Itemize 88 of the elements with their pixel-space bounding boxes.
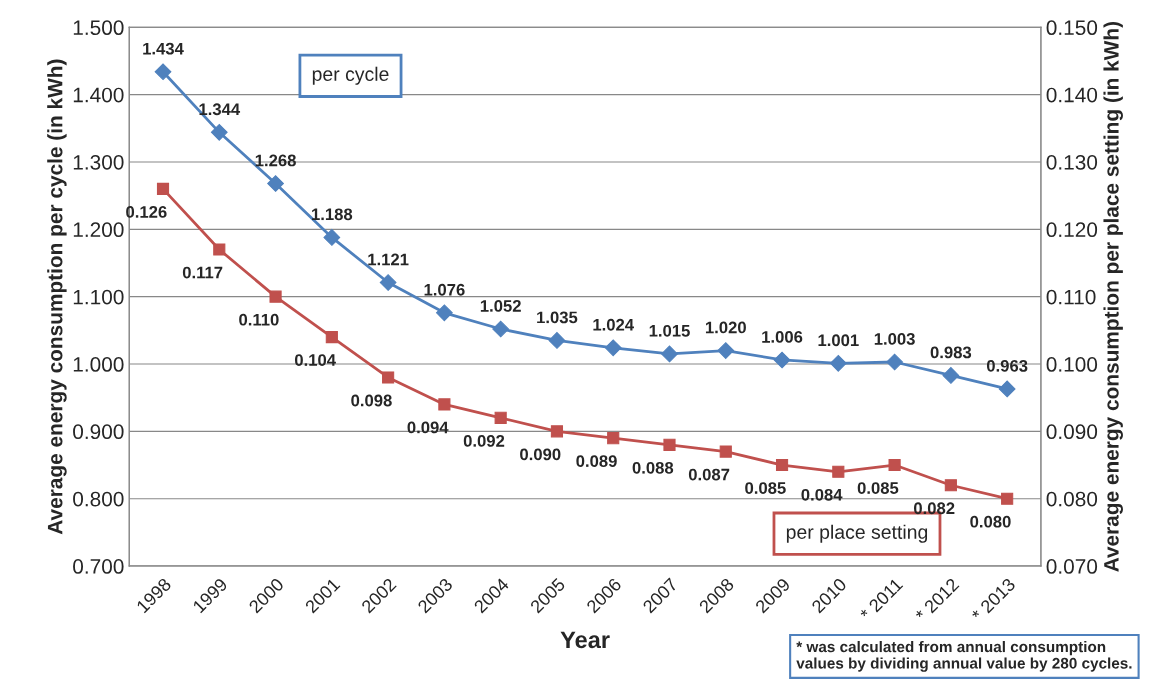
point [661,345,678,363]
y2-tick-label: 0.080 [1046,491,1098,507]
data-label: 0.080 [970,515,1011,528]
y2-tick-label: 0.140 [1046,87,1098,103]
point [436,304,453,322]
data-label: 1.035 [537,311,578,324]
point [829,354,847,372]
data-label: 1.052 [480,300,521,312]
point [267,175,284,192]
data-label: 0.104 [294,354,336,366]
data-label: 1.434 [143,42,184,55]
point [719,445,732,458]
data-label: 1.024 [593,318,634,331]
data-label: 1.015 [649,324,690,337]
data-label: 0.117 [182,266,223,279]
point [607,432,620,445]
data-label: 1.344 [199,103,241,116]
data-label: 0.110 [239,313,279,326]
y2-tick-label: 0.100 [1046,357,1098,372]
y2-tick-label: 0.150 [1046,20,1098,36]
y2-tick-label: 0.130 [1046,154,1098,170]
point [379,274,397,291]
data-label: 0.098 [351,394,392,407]
x-axis-title: Year [560,631,610,649]
y-tick-label: 1.300 [73,154,124,170]
point [213,243,226,256]
point [494,411,507,424]
data-label: 1.121 [368,253,409,266]
point [548,332,566,349]
data-label: 1.268 [255,154,296,167]
y2-tick-label: 0.090 [1046,424,1098,440]
data-label: 0.983 [930,346,972,359]
y-tick-label: 1.000 [73,357,124,372]
y-tick-label: 0.900 [73,424,124,440]
y-tick-label: 0.800 [73,491,124,507]
data-label: 1.003 [874,333,915,345]
point [550,425,564,438]
point [210,123,228,141]
data-label: 1.020 [705,321,746,334]
data-label: 0.085 [857,482,899,494]
series-label: per place setting [786,524,928,543]
point [323,229,341,246]
data-label: 1.001 [818,334,859,347]
y-tick-label: 1.500 [73,20,124,36]
data-label: 1.076 [424,283,465,296]
point [886,353,903,371]
y-axis-title: Average energy consumption per cycle (in kWh) [47,59,67,535]
point [604,339,622,357]
point [775,458,789,472]
data-label: 1.006 [762,330,803,343]
data-label: 0.085 [745,482,786,494]
point [663,438,676,451]
y2-tick-label: 0.110 [1046,289,1096,305]
data-label: 0.082 [914,502,955,515]
y-tick-label: 1.100 [73,289,124,305]
y2-tick-label: 0.070 [1046,559,1098,574]
point [942,367,960,384]
point [382,371,395,384]
y2-tick-label: 0.120 [1046,222,1098,238]
point [325,331,338,344]
point [492,320,510,338]
data-label: 0.084 [801,488,843,501]
point [832,465,845,478]
point [773,351,791,369]
data-label: 0.090 [520,448,561,461]
text: * was calculated from annual consumption values by dividing annual value by 280 cycles. [796,641,1132,672]
data-label: 0.092 [463,435,505,447]
data-label: 0.087 [688,468,730,481]
point [888,458,901,472]
point [156,182,170,195]
y-tick-label: 1.200 [73,222,124,238]
point [269,290,282,303]
data-label: 0.126 [126,206,167,218]
data-label: 1.188 [312,208,353,221]
data-label: 0.094 [407,421,449,434]
y2-axis-title: Average energy consumption per place setting (in kWh) [1103,21,1123,572]
y-tick-label: 0.700 [73,559,124,574]
text: per cycle [312,66,389,85]
data-label: 0.963 [986,359,1028,372]
point [717,342,735,359]
point [944,479,957,492]
y-tick-label: 1.400 [73,87,124,103]
point [154,63,172,81]
point [1001,492,1014,505]
data-label: 0.088 [632,461,674,474]
point [998,380,1016,398]
data-label: 0.089 [576,455,617,468]
point [438,398,451,411]
